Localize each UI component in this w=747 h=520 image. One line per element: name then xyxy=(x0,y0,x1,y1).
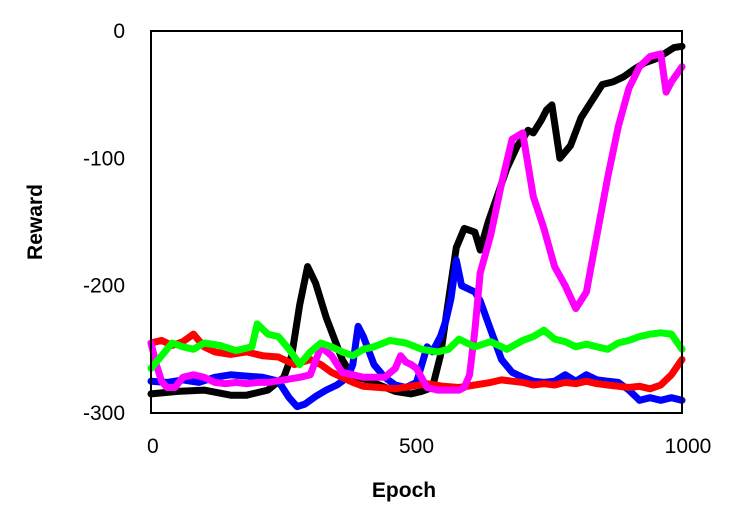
x-tick-label: 0 xyxy=(147,435,159,458)
y-tick-label: -300 xyxy=(83,402,125,425)
x-axis-title: Epoch xyxy=(372,479,436,502)
series-line-5 xyxy=(147,320,686,372)
y-tick-label: -100 xyxy=(83,147,125,170)
series-layer xyxy=(147,42,686,411)
series-line-2 xyxy=(147,256,686,411)
series-line-4 xyxy=(147,50,686,394)
x-tick-label: 1000 xyxy=(665,435,712,458)
y-tick-label: -200 xyxy=(83,275,125,298)
y-tick-labels: 0 -100 -200 -300 xyxy=(83,20,125,425)
y-tick-label: 0 xyxy=(113,20,125,43)
x-tick-labels: 0 500 1000 xyxy=(147,435,711,458)
series-line-1 xyxy=(147,42,686,399)
plot-frame xyxy=(150,30,683,414)
x-tick-label: 500 xyxy=(399,435,434,458)
series-line-3 xyxy=(147,330,686,393)
y-axis-title: Reward xyxy=(24,184,47,260)
